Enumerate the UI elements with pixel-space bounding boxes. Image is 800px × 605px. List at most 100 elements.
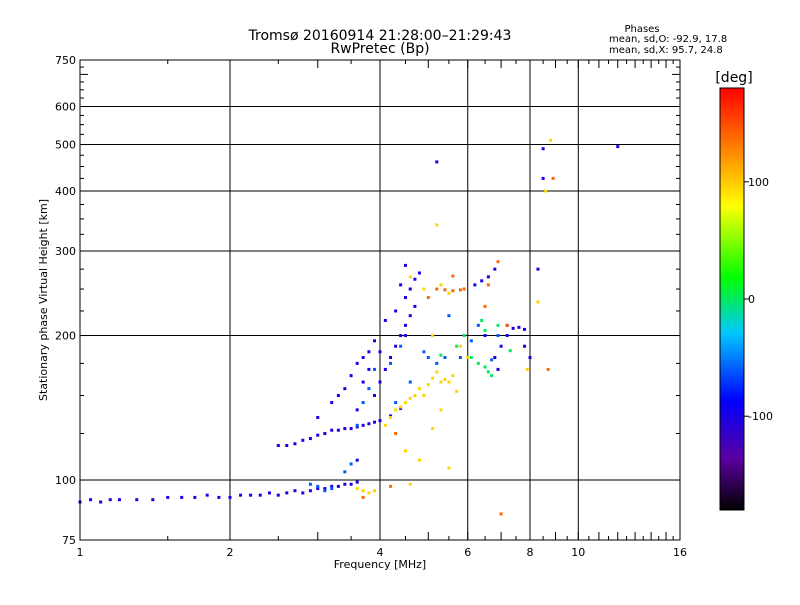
data-point [367, 367, 371, 371]
data-point [361, 401, 365, 405]
data-point [355, 480, 359, 484]
data-point [367, 350, 371, 354]
colorbar-tick-label: 0 [748, 293, 755, 306]
data-point [239, 493, 243, 497]
data-point [323, 487, 327, 491]
data-point [451, 274, 455, 278]
chart-title: Tromsø 20160914 21:28:00–21:29:43 [248, 28, 512, 44]
data-point [408, 380, 412, 384]
data-point [431, 427, 435, 431]
data-point [483, 334, 487, 338]
data-point [499, 344, 503, 348]
data-point [373, 394, 377, 398]
data-point [301, 438, 305, 442]
y-tick-labels: 75 100 200 300 400 500 600 750 [55, 54, 76, 547]
data-point [355, 487, 359, 491]
data-point [435, 223, 439, 227]
data-point [496, 367, 500, 371]
data-point [431, 376, 435, 380]
data-point [443, 288, 447, 292]
data-point [616, 145, 620, 149]
data-point [451, 289, 455, 293]
y-tick-label: 500 [55, 139, 76, 152]
data-point [336, 428, 340, 432]
data-point [135, 498, 139, 502]
data-point [505, 323, 509, 327]
data-point [408, 314, 412, 318]
data-point [394, 344, 398, 348]
data-point [378, 419, 382, 423]
data-point [536, 267, 540, 271]
data-point [422, 394, 426, 398]
data-point [439, 408, 443, 412]
data-point [361, 495, 365, 499]
data-point [378, 380, 382, 384]
data-point [469, 339, 473, 343]
data-point [455, 344, 459, 348]
data-point [108, 498, 112, 502]
data-point [361, 423, 365, 427]
y-tick-label: 75 [62, 534, 76, 547]
data-point [546, 367, 550, 371]
data-point [435, 370, 439, 374]
data-point [389, 414, 393, 418]
data-point [285, 491, 289, 495]
data-point [431, 334, 435, 338]
data-point [343, 470, 347, 474]
colorbar-tick-label: 100 [748, 176, 769, 189]
data-point [469, 355, 473, 359]
data-point [394, 401, 398, 405]
data-point [403, 334, 407, 338]
data-point [394, 432, 398, 436]
data-point [316, 487, 320, 491]
data-point [422, 350, 426, 354]
data-point [435, 287, 439, 291]
data-point [399, 283, 403, 287]
data-point [394, 408, 398, 412]
data-point [330, 484, 334, 488]
data-point [422, 287, 426, 291]
data-point [249, 493, 253, 497]
data-point [462, 287, 466, 291]
data-point [528, 355, 532, 359]
data-point [389, 484, 393, 488]
colorbar-gradient [719, 87, 745, 511]
data-point [166, 495, 170, 499]
data-point [205, 493, 209, 497]
data-point [486, 370, 490, 374]
data-point [417, 458, 421, 462]
data-point [447, 466, 451, 470]
data-point [330, 401, 334, 405]
x-tick-label: 6 [464, 546, 471, 559]
x-axis-label: Frequency [MHz] [334, 558, 426, 571]
data-point [99, 500, 103, 504]
phases-box: Phases mean, sd,O: -92.9, 17.8 mean, sd,… [609, 24, 727, 56]
data-point [426, 296, 430, 300]
plot-frame [79, 59, 681, 541]
data-point [525, 367, 529, 371]
data-point [403, 449, 407, 453]
data-point [217, 495, 221, 499]
data-point [490, 358, 494, 362]
data-point [499, 512, 503, 516]
data-point [476, 323, 480, 327]
data-point [308, 437, 312, 441]
data-point [355, 425, 359, 429]
data-point [316, 484, 320, 488]
data-point [473, 283, 477, 287]
data-point [544, 189, 548, 193]
x-tick-label: 10 [571, 546, 585, 559]
data-point [493, 267, 497, 271]
y-tick-label: 400 [55, 185, 76, 198]
data-point [508, 349, 512, 353]
data-point [336, 394, 340, 398]
data-point [193, 495, 197, 499]
data-point [89, 498, 93, 502]
data-point [399, 344, 403, 348]
data-point [367, 422, 371, 426]
data-point [293, 489, 297, 493]
data-point [330, 428, 334, 432]
y-tick-label: 750 [55, 54, 76, 67]
data-point [180, 495, 184, 499]
